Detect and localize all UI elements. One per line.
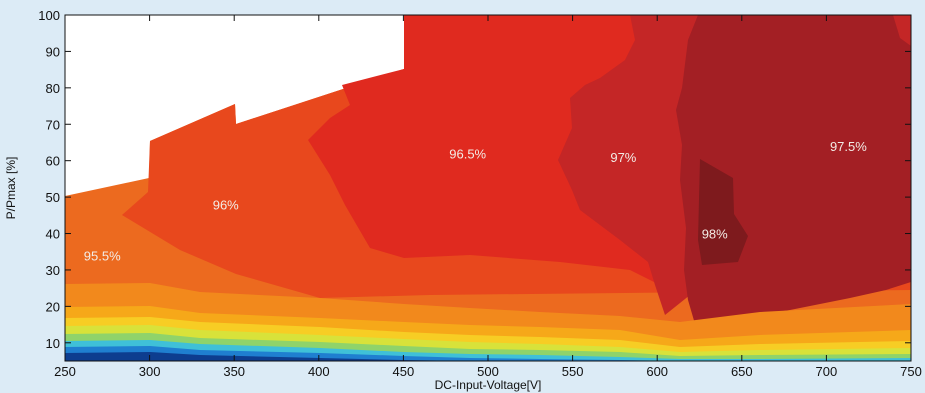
- x-tick-label: 300: [139, 364, 161, 379]
- x-tick-label: 650: [731, 364, 753, 379]
- x-tick-label: 550: [562, 364, 584, 379]
- x-tick-label: 750: [900, 364, 922, 379]
- contour-label: 98%: [702, 227, 728, 242]
- contour-label: 97.5%: [830, 139, 867, 154]
- y-tick-label: 20: [46, 299, 60, 314]
- band-low-navy: [65, 352, 470, 361]
- x-tick-label: 450: [393, 364, 415, 379]
- x-tick-label: 500: [477, 364, 499, 379]
- x-tick-label: 400: [308, 364, 330, 379]
- y-tick-label: 10: [46, 336, 60, 351]
- contour-labels: 95.5% 96% 96.5% 97% 97.5% 98%: [84, 139, 867, 263]
- y-axis-label: P/Pmax [%]: [4, 157, 18, 220]
- band-98: [698, 159, 748, 265]
- y-tick-label: 60: [46, 154, 60, 169]
- y-tick-label: 90: [46, 44, 60, 59]
- y-tick-label: 40: [46, 227, 60, 242]
- contour-label: 96%: [213, 197, 239, 212]
- y-tick-label: 80: [46, 81, 60, 96]
- y-tick-label: 50: [46, 190, 60, 205]
- contour-bands: [65, 15, 911, 361]
- x-tick-label: 600: [646, 364, 668, 379]
- contour-label: 97%: [610, 150, 636, 165]
- y-tick-label: 70: [46, 117, 60, 132]
- x-axis-label: DC-Input-Voltage[V]: [435, 378, 542, 392]
- y-tick-label: 30: [46, 263, 60, 278]
- x-tick-label: 350: [223, 364, 245, 379]
- contour-label: 96.5%: [449, 146, 486, 161]
- x-axis: 250 300 350 400 450 500 550 600 650 700 750: [54, 15, 922, 379]
- contour-label: 95.5%: [84, 248, 121, 263]
- y-axis: 10 20 30 40 50 60 70 80 90 100: [38, 8, 911, 351]
- x-tick-label: 700: [816, 364, 838, 379]
- x-tick-label: 250: [54, 364, 76, 379]
- y-tick-label: 100: [38, 8, 60, 23]
